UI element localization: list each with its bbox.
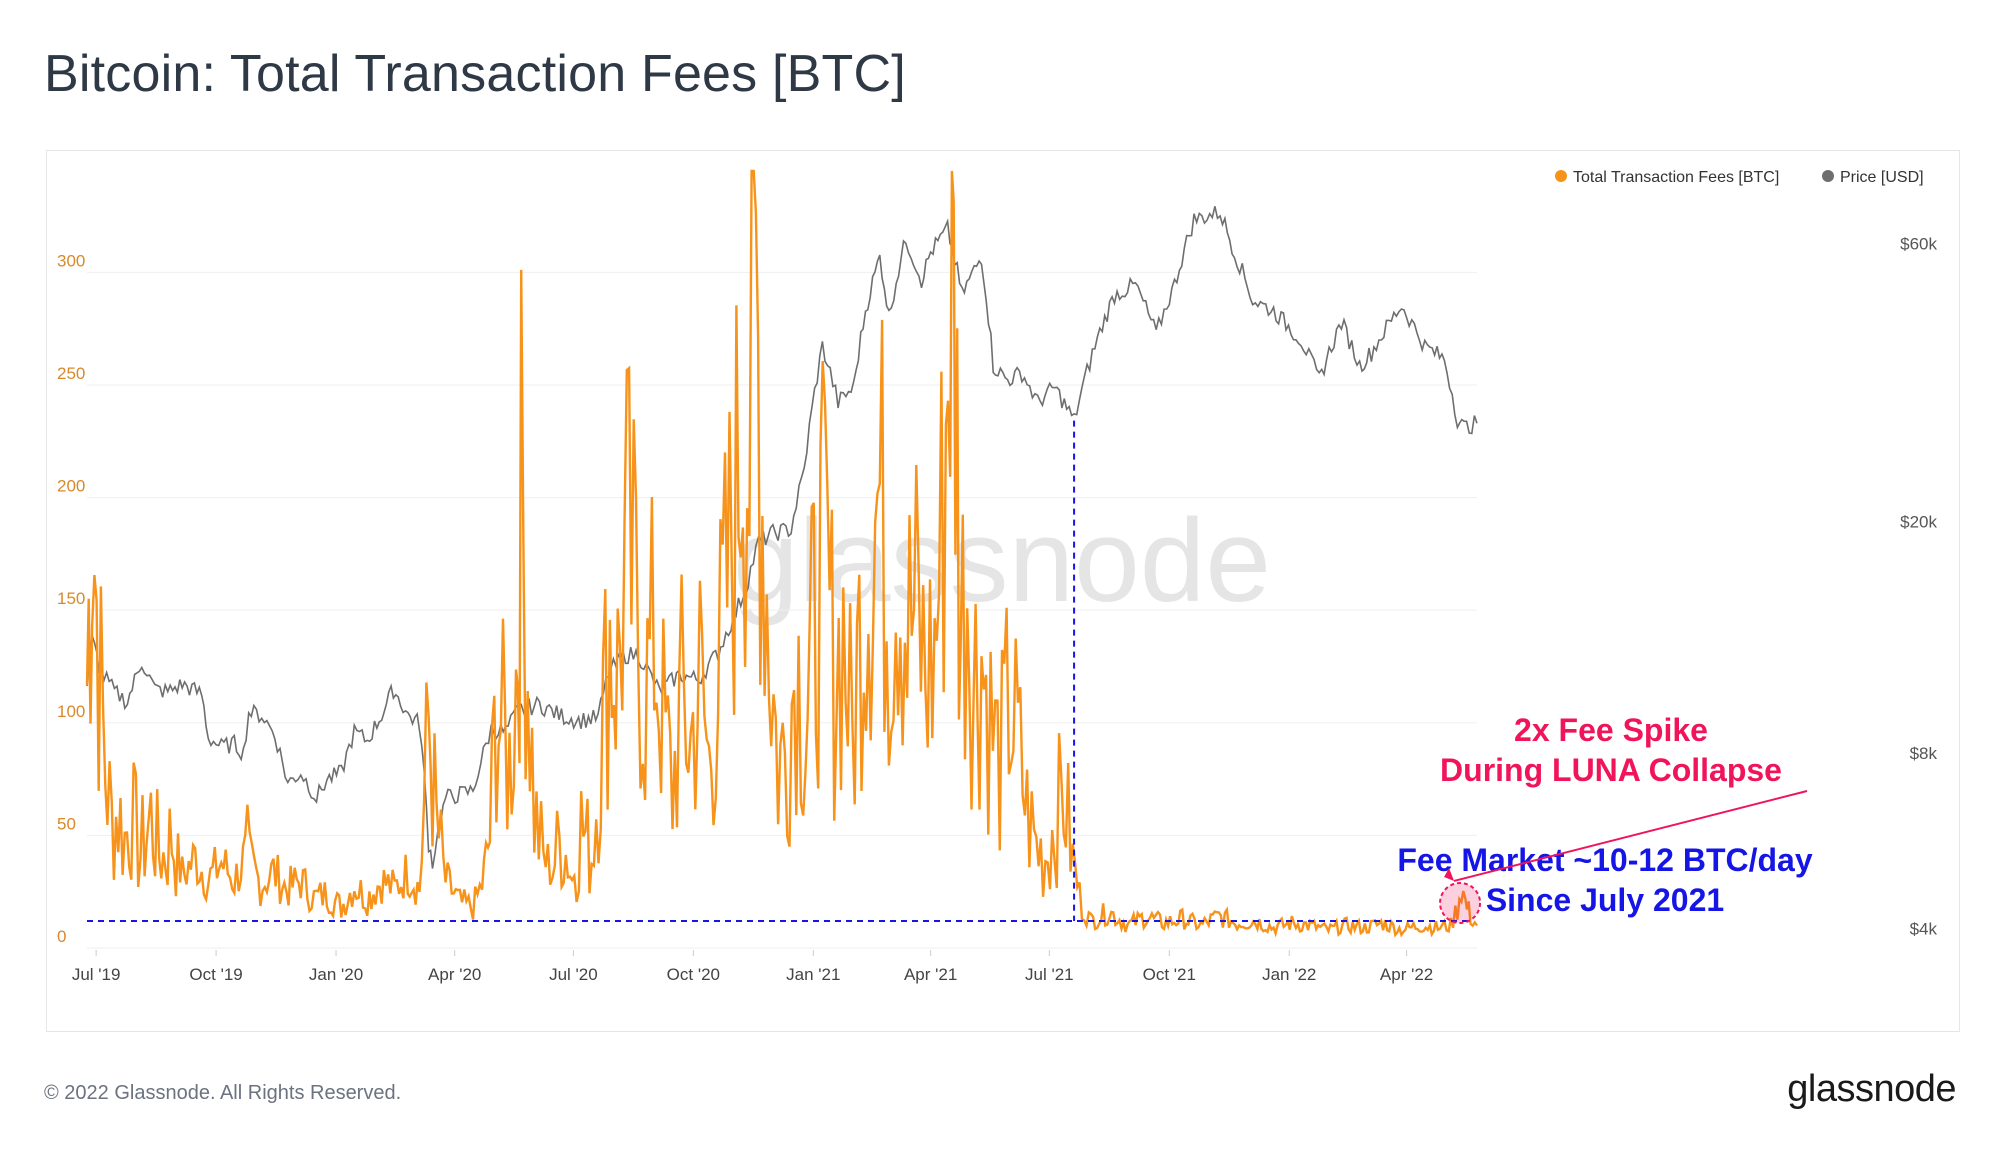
left-tick-label: 50 bbox=[57, 814, 76, 833]
brand-logo: glassnode bbox=[1787, 1068, 1956, 1110]
legend-price-swatch bbox=[1822, 170, 1834, 182]
right-tick-label: $4k bbox=[1910, 919, 1938, 938]
x-tick-label: Oct '20 bbox=[667, 965, 720, 984]
x-tick-label: Jul '21 bbox=[1025, 965, 1074, 984]
legend-fees-swatch bbox=[1555, 170, 1567, 182]
page-title: Bitcoin: Total Transaction Fees [BTC] bbox=[44, 45, 906, 103]
x-tick-label: Apr '22 bbox=[1380, 965, 1433, 984]
chart-frame: glassnode 0 50 100 150 200 250 300 $4k $8k $20k $… bbox=[46, 150, 1960, 1032]
annotation-luna-line1: 2x Fee Spike bbox=[1514, 712, 1708, 748]
fees-series-line bbox=[85, 169, 1478, 938]
copyright-footer: © 2022 Glassnode. All Rights Reserved. bbox=[44, 1082, 402, 1104]
annotation-fee-market-line1: Fee Market ~10-12 BTC/day bbox=[1397, 842, 1813, 878]
left-axis-ticks: 0 50 100 150 200 250 300 bbox=[57, 251, 85, 946]
x-tick-label: Jan '21 bbox=[786, 965, 840, 984]
left-tick-label: 300 bbox=[57, 251, 85, 270]
left-tick-label: 250 bbox=[57, 364, 85, 383]
luna-arrow-line bbox=[1453, 790, 1808, 882]
right-tick-label: $60k bbox=[1900, 235, 1937, 254]
x-tick-label: Jan '22 bbox=[1262, 965, 1316, 984]
legend-fees-label: Total Transaction Fees [BTC] bbox=[1573, 169, 1779, 186]
left-tick-label: 0 bbox=[57, 927, 66, 946]
annotation-fee-market: Fee Market ~10-12 BTC/day Since July 202… bbox=[1397, 842, 1813, 918]
luna-highlight bbox=[1439, 790, 1808, 924]
x-tick-label: Jul '20 bbox=[549, 965, 598, 984]
annotation-luna-spike: 2x Fee Spike During LUNA Collapse bbox=[1440, 712, 1782, 788]
x-tick-label: Jan '20 bbox=[309, 965, 363, 984]
annotation-fee-market-line2: Since July 2021 bbox=[1486, 882, 1724, 918]
grid-lines bbox=[87, 271, 1477, 949]
legend-price-label: Price [USD] bbox=[1840, 169, 1924, 186]
x-tick-label: Apr '21 bbox=[904, 965, 957, 984]
left-tick-label: 100 bbox=[57, 702, 85, 721]
right-axis-ticks: $4k $8k $20k $60k bbox=[1900, 235, 1937, 939]
price-series-line bbox=[86, 206, 1478, 869]
legend: Total Transaction Fees [BTC] Price [USD] bbox=[1555, 169, 1924, 186]
right-tick-label: $20k bbox=[1900, 512, 1937, 531]
x-tick-label: Oct '21 bbox=[1143, 965, 1196, 984]
luna-arrow-head bbox=[1444, 867, 1455, 881]
annotation-luna-line2: During LUNA Collapse bbox=[1440, 752, 1782, 788]
watermark: glassnode bbox=[733, 495, 1271, 627]
x-tick-label: Oct '19 bbox=[189, 965, 242, 984]
right-tick-label: $8k bbox=[1910, 744, 1938, 763]
x-tick-label: Jul '19 bbox=[72, 965, 121, 984]
x-tick-label: Apr '20 bbox=[428, 965, 481, 984]
left-tick-label: 150 bbox=[57, 589, 85, 608]
left-tick-label: 200 bbox=[57, 477, 85, 496]
x-axis-ticks: Jul '19 Oct '19 Jan '20 Apr '20 Jul '20 Oct '… bbox=[72, 950, 1433, 984]
luna-highlight-circle bbox=[1439, 881, 1482, 924]
